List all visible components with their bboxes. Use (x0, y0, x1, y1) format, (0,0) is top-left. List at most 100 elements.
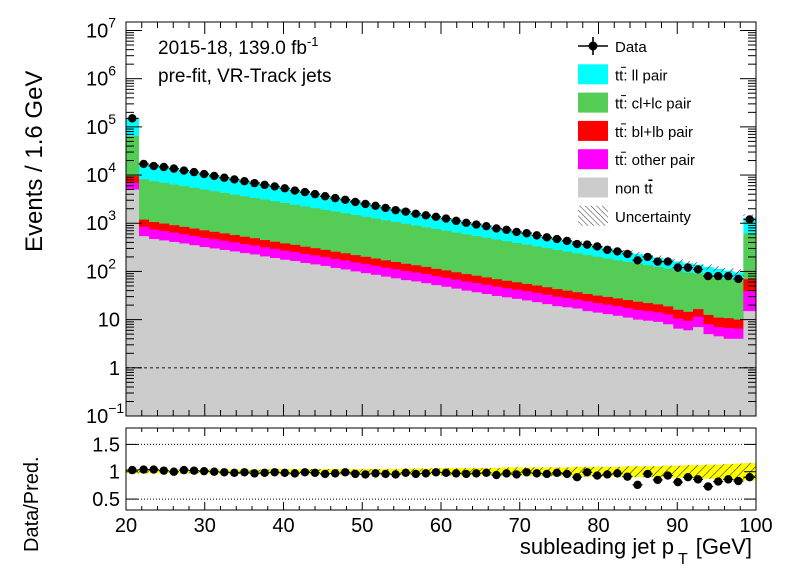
legend-label-text: : ll pair (623, 67, 667, 84)
ratio-point (421, 469, 431, 478)
main-y-tick-base: 1 (109, 358, 120, 380)
main-y-tick-exponent: 2 (108, 255, 116, 271)
ratio-point (603, 470, 612, 479)
stack-bar (430, 285, 442, 416)
data-point (703, 271, 713, 281)
data-point (603, 245, 612, 255)
data-point (663, 257, 672, 266)
stack-bar (582, 311, 593, 416)
stack-bar (481, 294, 492, 416)
ratio-point (462, 469, 471, 479)
ratio-band-hatch (733, 463, 744, 480)
legend-entry: tt: cl+lc pair (578, 92, 691, 113)
data-point (745, 215, 754, 224)
x-tick-label: 80 (587, 515, 609, 537)
data-point (633, 256, 642, 265)
x-tick-label: 90 (666, 515, 688, 537)
data-point (139, 159, 148, 169)
uncertainty-hatch (723, 267, 734, 274)
ratio-point (220, 468, 229, 477)
data-point (169, 164, 179, 173)
data-point (290, 186, 300, 195)
ratio-point (613, 469, 622, 478)
ratio-point (230, 468, 239, 478)
main-y-tick-base: 10 (86, 261, 108, 283)
data-point (643, 252, 652, 262)
ratio-y-tick-label: 1.5 (92, 434, 120, 456)
stack-bar (340, 269, 351, 416)
ratio-point (371, 469, 380, 478)
ratio-point (361, 470, 370, 479)
legend-entry: tt: ll pair (578, 64, 668, 85)
data-point (582, 240, 592, 249)
legend-swatch (578, 120, 608, 141)
ratio-point (139, 465, 148, 474)
legend-label-text: : other pair (623, 152, 695, 169)
ratio-point (492, 470, 501, 480)
stack-bar (592, 312, 603, 416)
ratio-point (693, 475, 703, 484)
data-point (411, 209, 420, 219)
data-point (220, 173, 229, 182)
x-tick-label: 40 (272, 515, 294, 537)
legend-swatch (578, 149, 608, 170)
main-y-tick-label: 104 (86, 159, 116, 187)
ratio-point (633, 480, 642, 490)
ratio-point (169, 467, 179, 476)
legend-label: non tt (615, 181, 653, 198)
data-point (734, 274, 743, 284)
ratio-point (381, 469, 390, 479)
data-points (126, 114, 756, 284)
ratio-point (663, 471, 672, 480)
data-point (128, 114, 137, 123)
main-y-tick-label: 107 (86, 14, 116, 42)
data-point (512, 227, 521, 237)
data-point (341, 195, 350, 204)
data-point (149, 161, 158, 171)
main-y-tick-exponent: 7 (108, 14, 116, 30)
ratio-point (210, 467, 219, 476)
main-x-ticks (125, 22, 757, 416)
data-point (522, 229, 531, 238)
ratio-point (159, 466, 168, 475)
stack-bar (239, 253, 250, 416)
stack-bar (126, 189, 139, 416)
ratio-point (542, 469, 552, 479)
ratio-point (745, 473, 754, 482)
data-point (300, 187, 310, 197)
data-point (240, 177, 249, 186)
x-tick-label: 60 (430, 515, 452, 537)
data-point (179, 166, 189, 175)
ratio-point (532, 469, 541, 478)
stack-bar (662, 324, 674, 416)
legend-label-tbar: t (648, 181, 653, 198)
stack-bar (219, 249, 230, 416)
data-point (472, 220, 481, 229)
legend-label-text: : cl+lc pair (623, 96, 691, 113)
stack-bar (551, 306, 563, 416)
annotation-luminosity-sup: -1 (307, 34, 319, 49)
stack-bar (289, 260, 301, 416)
ratio-point (320, 469, 330, 479)
ratio-point (582, 468, 592, 477)
ratio-point (391, 470, 400, 479)
ratio-point (310, 468, 320, 478)
legend-swatch (578, 64, 608, 85)
uncertainty-hatch (713, 266, 724, 272)
main-y-tick-label: 106 (86, 63, 116, 91)
legend-label-ttbar: tt (615, 124, 624, 141)
stack-bar (541, 304, 553, 416)
data-point (451, 216, 461, 226)
legend-label: tt: bl+lb pair (615, 124, 693, 141)
ratio-point (683, 473, 693, 482)
stack-bar (612, 315, 623, 416)
stack-bar (360, 273, 371, 416)
data-point (683, 263, 693, 272)
x-tick-label: 70 (509, 515, 531, 537)
data-point (310, 189, 320, 199)
stack-bar (491, 295, 502, 416)
annotation-luminosity: 2015-18, 139.0 fb-1 (158, 34, 319, 59)
ratio-band-hatch (703, 464, 714, 479)
data-point (532, 231, 541, 240)
